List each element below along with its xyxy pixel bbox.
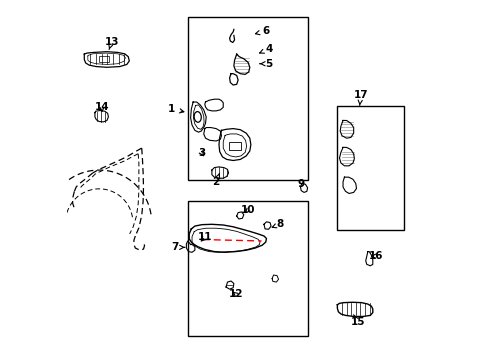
Text: 7: 7 bbox=[171, 242, 184, 252]
Text: 10: 10 bbox=[240, 205, 255, 215]
Text: 15: 15 bbox=[350, 315, 365, 328]
Bar bbox=[336, 105, 403, 230]
Text: 6: 6 bbox=[255, 26, 269, 36]
Text: 1: 1 bbox=[168, 104, 183, 114]
Bar bbox=[99, 56, 109, 62]
Text: 2: 2 bbox=[212, 174, 219, 187]
Text: 14: 14 bbox=[95, 102, 109, 112]
Text: 9: 9 bbox=[297, 179, 304, 189]
Text: 13: 13 bbox=[104, 37, 119, 50]
Text: 16: 16 bbox=[367, 251, 382, 261]
Bar bbox=[228, 142, 241, 149]
Text: 12: 12 bbox=[228, 289, 243, 299]
Bar bbox=[187, 201, 307, 336]
Bar bbox=[187, 17, 307, 180]
Text: 17: 17 bbox=[353, 90, 367, 105]
Text: 11: 11 bbox=[198, 232, 212, 242]
Text: 4: 4 bbox=[259, 44, 272, 54]
Text: 8: 8 bbox=[272, 219, 283, 229]
Text: 3: 3 bbox=[198, 148, 205, 158]
Text: 5: 5 bbox=[260, 59, 272, 69]
